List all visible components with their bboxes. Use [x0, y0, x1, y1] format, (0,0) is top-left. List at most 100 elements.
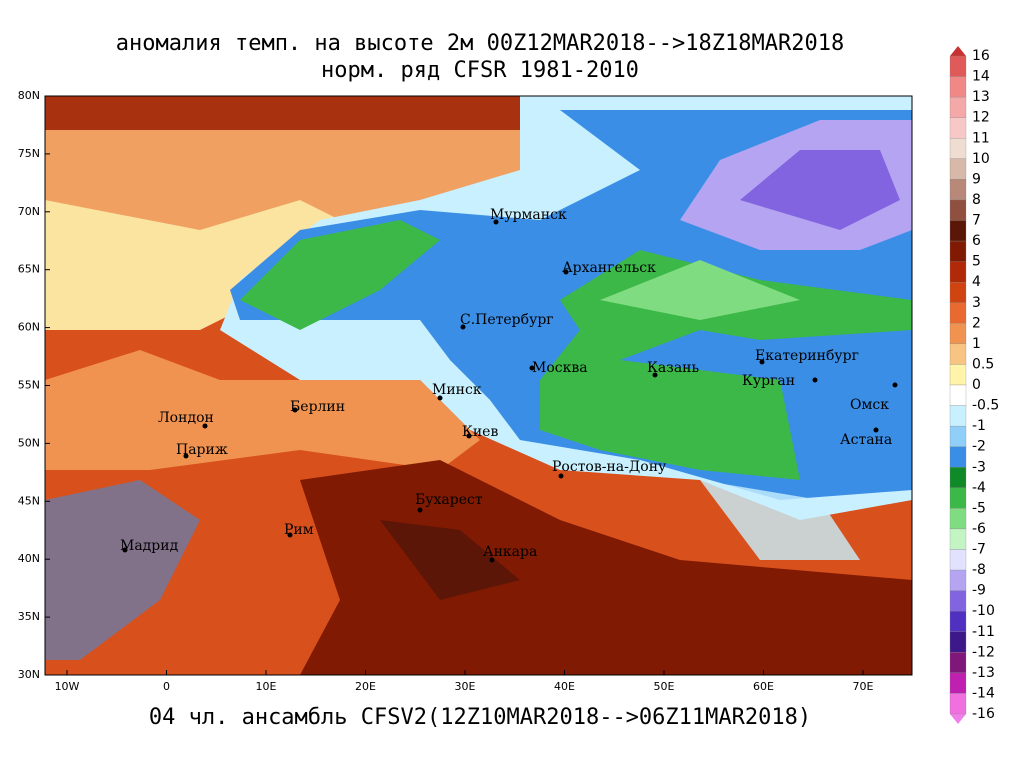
- city-label: Екатеринбург: [755, 348, 859, 364]
- colorbar-box: [949, 179, 967, 201]
- colorbar-label: 0.5: [972, 356, 994, 372]
- map-field: [45, 96, 912, 675]
- colorbar-label: 11: [972, 130, 990, 146]
- colorbar-box: [949, 364, 967, 386]
- colorbar-label: -12: [972, 644, 995, 660]
- city-dot: [892, 382, 898, 388]
- lat-label: 35N: [18, 610, 40, 623]
- city-dot: [652, 372, 658, 378]
- lon-label: 10W: [55, 680, 80, 693]
- colorbar-label: 12: [972, 110, 990, 126]
- lon-label: 30E: [455, 680, 476, 693]
- colorbar-arrow-bottom: [950, 714, 966, 724]
- lon-label: 60E: [753, 680, 774, 693]
- city-dot: [563, 269, 569, 275]
- colorbar-box: [949, 282, 967, 303]
- lat-label: 50N: [18, 436, 40, 449]
- colorbar-label: -1: [972, 418, 986, 434]
- city-dot: [417, 507, 423, 513]
- colorbar-box: [949, 528, 967, 550]
- city-dot: [122, 547, 128, 553]
- city-label: Архангельск: [562, 260, 656, 276]
- colorbar-label: -2: [972, 439, 986, 455]
- city-label: Мурманск: [490, 207, 567, 223]
- colorbar-label: -14: [972, 685, 995, 701]
- city-label: Киев: [462, 424, 498, 440]
- colorbar-label: 13: [972, 89, 990, 105]
- city-dot: [529, 365, 535, 371]
- lat-label: 65N: [18, 263, 40, 276]
- colorbar-box: [949, 220, 967, 242]
- lat-label: 55N: [18, 379, 40, 392]
- colorbar-box: [949, 405, 967, 427]
- colorbar-label: -4: [972, 480, 986, 496]
- colorbar-label: -11: [972, 624, 995, 640]
- city-dot: [287, 532, 293, 538]
- colorbar-box: [949, 446, 967, 468]
- city-label: Ростов-на-Дону: [552, 459, 667, 475]
- colorbar-arrow-top: [950, 46, 966, 56]
- city-dot: [183, 453, 189, 459]
- colorbar-label: 16: [972, 48, 990, 64]
- colorbar-label: -5: [972, 500, 986, 516]
- lat-label: 30N: [18, 668, 40, 681]
- city-label: Лондон: [158, 410, 214, 426]
- city-label: Москва: [532, 360, 588, 376]
- colorbar-label: -9: [972, 583, 986, 599]
- colorbar-label: 7: [972, 213, 981, 229]
- lat-label: 60N: [18, 321, 40, 334]
- colorbar-box: [949, 631, 967, 653]
- city-label: Париж: [176, 442, 228, 458]
- city-dot: [558, 473, 564, 479]
- colorbar-box: [949, 96, 967, 118]
- lat-label: 80N: [18, 89, 40, 102]
- city-dot: [493, 219, 499, 225]
- colorbar-box: [949, 549, 967, 571]
- footer: 04 чл. ансамбль CFSV2(12Z10MAR2018-->06Z…: [149, 705, 811, 730]
- city-dot: [460, 324, 466, 330]
- colorbar-box: [949, 487, 967, 509]
- city-label: Мадрид: [120, 538, 179, 554]
- colorbar-label: 2: [972, 315, 981, 331]
- lat-label: 40N: [18, 552, 40, 565]
- lon-label: 10E: [256, 680, 277, 693]
- lon-label: 40E: [554, 680, 575, 693]
- colorbar-label: -10: [972, 603, 995, 619]
- city-dot: [202, 423, 208, 429]
- colorbar-box: [949, 569, 967, 591]
- colorbar-label: 14: [972, 69, 990, 85]
- colorbar-box: [949, 55, 967, 77]
- lat-label: 70N: [18, 205, 40, 218]
- colorbar-box: [949, 425, 967, 447]
- city-label: Минск: [432, 382, 482, 398]
- colorbar-label: 6: [972, 233, 981, 249]
- colorbar-label: -13: [972, 665, 995, 681]
- city-label: С.Петербург: [460, 312, 554, 328]
- colorbar-box: [949, 590, 967, 612]
- colorbar-label: 8: [972, 192, 981, 208]
- colorbar-box: [949, 199, 967, 221]
- city-label: Омск: [850, 397, 889, 413]
- city-label: Астана: [840, 432, 892, 448]
- colorbar-label: -16: [972, 706, 995, 722]
- colorbar-label: -6: [972, 521, 986, 537]
- city-dot: [873, 427, 879, 433]
- colorbar-box: [949, 240, 967, 262]
- city-dot: [466, 433, 472, 439]
- colorbar-box: [949, 343, 967, 365]
- colorbar-box: [949, 76, 967, 98]
- colorbar-label: 3: [972, 295, 981, 311]
- colorbar-label: 0: [972, 377, 981, 393]
- colorbar-label: -7: [972, 542, 986, 558]
- city-label: Анкара: [483, 544, 537, 560]
- colorbar-box: [949, 158, 967, 180]
- city-label: Курган: [742, 373, 795, 389]
- city-label: Берлин: [290, 399, 345, 415]
- colorbar-box: [949, 467, 967, 488]
- colorbar-box: [949, 384, 967, 406]
- lon-label: 0: [163, 680, 170, 693]
- lat-label: 45N: [18, 494, 40, 507]
- colorbar-label: 5: [972, 254, 981, 270]
- colorbar-box: [949, 508, 967, 530]
- lon-label: 50E: [654, 680, 675, 693]
